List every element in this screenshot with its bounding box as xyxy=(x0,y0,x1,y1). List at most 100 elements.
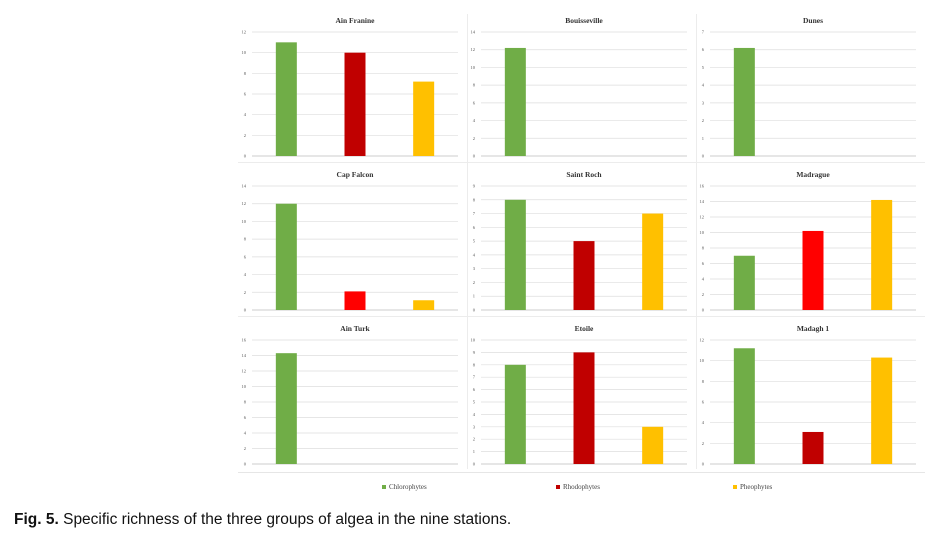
y-tick-label: 10 xyxy=(471,338,476,343)
panel-title: Saint Roch xyxy=(566,170,602,179)
panel-title: Bouisseville xyxy=(565,16,603,25)
legend-swatch xyxy=(382,485,386,489)
y-tick-label: 5 xyxy=(473,400,476,405)
y-tick-label: 4 xyxy=(473,252,476,257)
chart-legend: Chlorophytes Rhodophytes Pheophytes xyxy=(238,472,925,501)
bar-pheophytes xyxy=(413,300,435,310)
y-tick-label: 4 xyxy=(244,431,247,436)
y-tick-label: 4 xyxy=(473,412,476,417)
bar-chlorophytes xyxy=(504,47,526,156)
figure-caption-text: Specific richness of the three groups of… xyxy=(58,511,512,528)
panel-title: Ain Turk xyxy=(340,324,370,333)
panel-etoile: Etoile 0 1 2 3 4 5 6 7 8 9 10 xyxy=(467,318,696,470)
y-tick-label: 0 xyxy=(244,308,247,313)
figure-caption: Fig. 5. Specific richness of the three g… xyxy=(14,511,511,529)
legend-item-rhodophytes: Rhodophytes xyxy=(556,483,600,491)
panel-title: Dunes xyxy=(803,16,823,25)
bar-rhodophytes xyxy=(802,230,824,310)
figure-caption-label: Fig. 5. xyxy=(14,511,59,528)
y-tick-label: 2 xyxy=(244,290,246,295)
y-tick-label: 0 xyxy=(244,154,247,159)
y-tick-label: 14 xyxy=(242,184,247,189)
bar-chlorophytes xyxy=(733,348,755,464)
y-tick-label: 2 xyxy=(702,118,704,123)
y-tick-label: 4 xyxy=(244,112,247,117)
panel-title: Cap Falcon xyxy=(337,170,375,179)
panel-ain-turk: Ain Turk 0 2 4 6 8 10 12 14 16 xyxy=(238,318,467,470)
y-tick-label: 8 xyxy=(702,246,705,251)
y-tick-label: 14 xyxy=(471,30,476,35)
y-tick-label: 6 xyxy=(473,100,476,105)
panel-separator xyxy=(238,316,925,317)
y-tick-label: 12 xyxy=(700,215,705,220)
y-tick-label: 7 xyxy=(702,30,705,35)
y-tick-label: 5 xyxy=(702,65,705,70)
panel-title: Etoile xyxy=(575,324,594,333)
y-tick-label: 14 xyxy=(700,199,705,204)
panel-bouisseville: Bouisseville 0 2 4 6 8 10 12 14 xyxy=(467,10,696,162)
bar-chlorophytes xyxy=(275,203,297,310)
y-tick-label: 6 xyxy=(244,92,247,97)
bar-rhodophytes xyxy=(344,52,366,156)
y-tick-label: 1 xyxy=(473,449,475,454)
y-tick-label: 6 xyxy=(702,261,705,266)
y-tick-label: 12 xyxy=(471,47,476,52)
panel-saint-roch: Saint Roch 0 1 2 3 4 5 6 7 8 9 xyxy=(467,164,696,316)
bar-chlorophytes xyxy=(275,42,297,157)
y-tick-label: 10 xyxy=(700,230,705,235)
panel-dunes: Dunes 0 1 2 3 4 5 6 7 xyxy=(696,10,925,162)
bar-pheophytes xyxy=(642,213,664,310)
bar-rhodophytes xyxy=(573,241,595,310)
legend-label: Chlorophytes xyxy=(389,483,427,491)
y-tick-label: 10 xyxy=(471,65,476,70)
bar-chart: Cap Falcon 0 2 4 6 8 10 12 14 xyxy=(242,170,458,313)
y-tick-label: 12 xyxy=(242,201,247,206)
bar-chlorophytes xyxy=(504,199,526,310)
y-tick-label: 6 xyxy=(473,387,476,392)
y-tick-label: 3 xyxy=(702,100,705,105)
y-tick-label: 2 xyxy=(473,280,475,285)
y-tick-label: 6 xyxy=(702,400,705,405)
legend-label: Rhodophytes xyxy=(563,483,600,491)
legend-swatch xyxy=(556,485,560,489)
y-tick-label: 2 xyxy=(244,133,246,138)
legend-item-chlorophytes: Chlorophytes xyxy=(382,483,427,491)
panel-title: Ain Franine xyxy=(336,16,376,25)
bar-rhodophytes xyxy=(573,352,595,464)
bar-chart: Saint Roch 0 1 2 3 4 5 6 7 8 9 xyxy=(473,170,687,313)
y-tick-label: 2 xyxy=(244,446,246,451)
y-tick-label: 8 xyxy=(244,71,247,76)
panel-title: Madagh 1 xyxy=(797,324,830,333)
y-tick-label: 0 xyxy=(702,154,705,159)
bar-chlorophytes xyxy=(504,364,526,464)
panel-separator xyxy=(238,162,925,163)
y-tick-label: 0 xyxy=(702,308,705,313)
y-tick-label: 2 xyxy=(702,441,704,446)
y-tick-label: 3 xyxy=(473,266,476,271)
y-tick-label: 0 xyxy=(473,308,476,313)
y-tick-label: 12 xyxy=(700,338,705,343)
y-tick-label: 12 xyxy=(242,30,247,35)
y-tick-label: 10 xyxy=(700,358,705,363)
y-tick-label: 1 xyxy=(702,136,704,141)
panel-madagh-1: Madagh 1 0 2 4 6 8 10 12 xyxy=(696,318,925,470)
bar-rhodophytes xyxy=(802,431,824,464)
y-tick-label: 4 xyxy=(473,118,476,123)
y-tick-label: 4 xyxy=(244,272,247,277)
y-tick-label: 0 xyxy=(702,462,705,467)
y-tick-label: 6 xyxy=(473,225,476,230)
legend-swatch xyxy=(733,485,737,489)
panel-separator xyxy=(696,14,697,469)
y-tick-label: 9 xyxy=(473,184,476,189)
y-tick-label: 9 xyxy=(473,350,476,355)
bar-pheophytes xyxy=(871,199,893,310)
y-tick-label: 7 xyxy=(473,211,476,216)
y-tick-label: 10 xyxy=(242,50,247,55)
y-tick-label: 8 xyxy=(244,400,247,405)
y-tick-label: 4 xyxy=(702,83,705,88)
bar-chart: Etoile 0 1 2 3 4 5 6 7 8 9 10 xyxy=(471,324,687,467)
y-tick-label: 2 xyxy=(473,437,475,442)
bar-chart: Ain Turk 0 2 4 6 8 10 12 14 16 xyxy=(242,324,458,467)
bar-rhodophytes xyxy=(344,291,366,310)
bar-chart: Dunes 0 1 2 3 4 5 6 7 xyxy=(702,16,916,159)
